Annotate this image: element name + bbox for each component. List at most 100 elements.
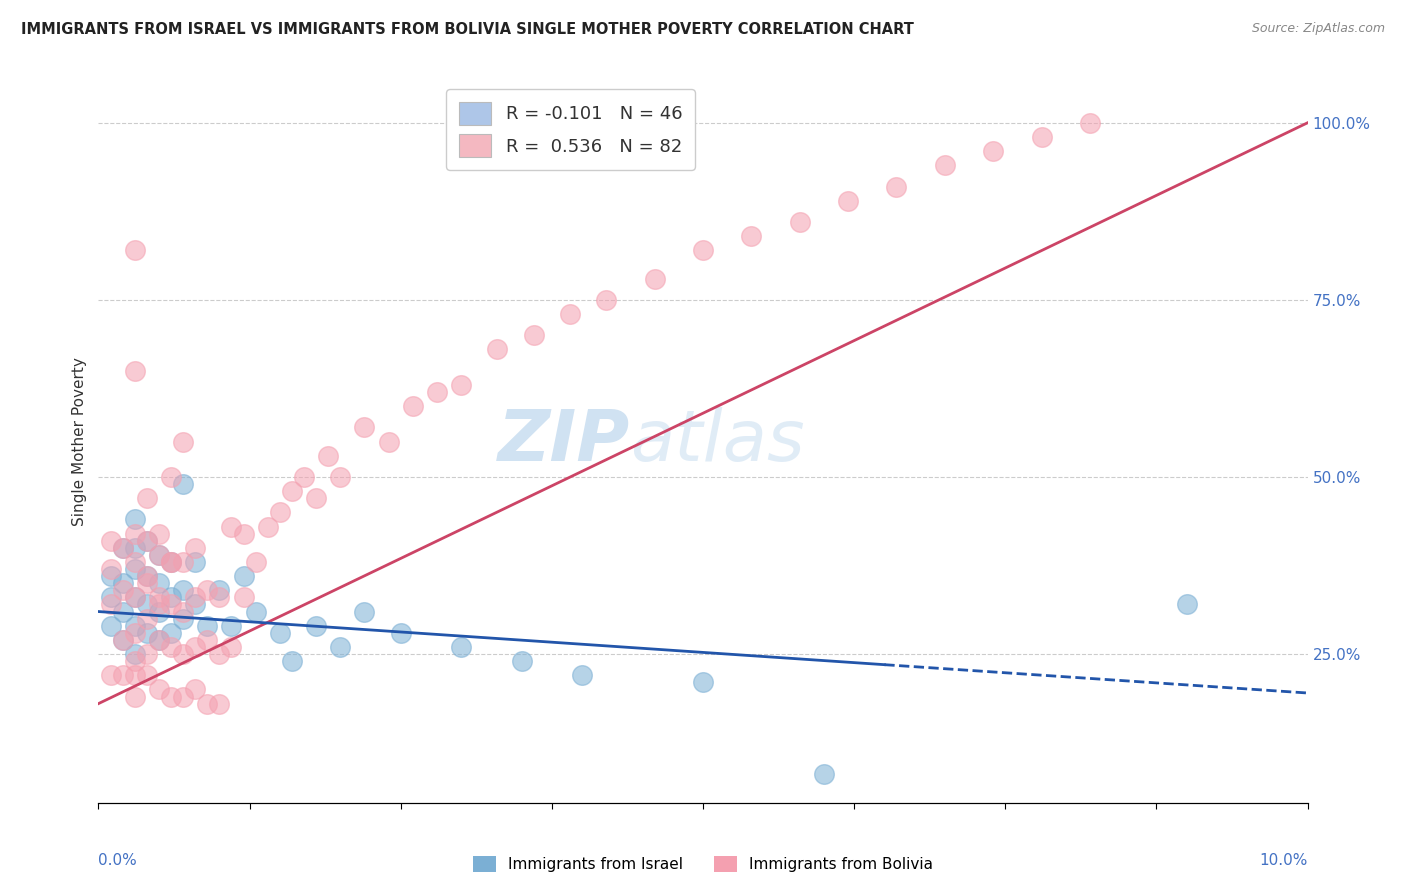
Point (135, 569, 157, 583)
Point (172, 434, 194, 449)
Point (148, 548, 170, 562)
Point (160, 640, 183, 654)
Point (148, 682, 170, 697)
Point (245, 555, 267, 569)
Point (172, 555, 194, 569)
Point (100, 598, 122, 612)
Point (124, 512, 146, 526)
Point (148, 632, 170, 647)
Point (124, 244, 146, 258)
Text: 10.0%: 10.0% (1260, 854, 1308, 869)
Point (221, 519, 243, 533)
Point (221, 618, 243, 632)
Point (269, 505, 291, 519)
Point (124, 364, 146, 378)
Point (184, 555, 207, 569)
Point (135, 668, 157, 682)
Point (305, 618, 328, 632)
Point (523, 328, 546, 343)
Point (305, 491, 328, 506)
Point (172, 605, 194, 619)
Point (135, 598, 157, 612)
Point (100, 569, 122, 583)
Point (172, 647, 194, 661)
Point (232, 526, 254, 541)
Point (124, 654, 146, 668)
Text: ZIP: ZIP (498, 407, 630, 476)
Text: 0.0%: 0.0% (98, 854, 138, 869)
Point (353, 605, 375, 619)
Point (981, 144, 1004, 158)
Point (232, 591, 254, 605)
Point (100, 668, 122, 682)
Point (160, 625, 183, 640)
Point (124, 618, 146, 632)
Point (208, 591, 231, 605)
Point (124, 555, 146, 569)
Point (195, 618, 218, 632)
Point (269, 625, 291, 640)
Text: atlas: atlas (630, 407, 806, 476)
Point (195, 632, 218, 647)
Point (232, 569, 254, 583)
Point (135, 533, 157, 548)
Point (644, 271, 666, 285)
Point (111, 541, 134, 555)
Point (195, 583, 218, 598)
Point (111, 583, 134, 598)
Point (111, 632, 134, 647)
Point (135, 491, 157, 506)
Point (124, 562, 146, 576)
Point (172, 477, 194, 491)
Point (124, 591, 146, 605)
Point (389, 625, 412, 640)
Point (184, 541, 207, 555)
Text: Source: ZipAtlas.com: Source: ZipAtlas.com (1251, 22, 1385, 36)
Point (692, 244, 714, 258)
Point (1031, 130, 1053, 145)
Point (160, 555, 183, 569)
Point (281, 484, 304, 499)
Point (124, 526, 146, 541)
Legend: Immigrants from Israel, Immigrants from Bolivia: Immigrants from Israel, Immigrants from … (465, 848, 941, 880)
Point (510, 654, 533, 668)
Point (100, 533, 122, 548)
Point (148, 526, 170, 541)
Point (135, 569, 157, 583)
Point (172, 690, 194, 704)
Point (292, 470, 315, 484)
Point (100, 562, 122, 576)
Point (184, 682, 207, 697)
Point (124, 591, 146, 605)
Point (148, 576, 170, 591)
Point (208, 583, 231, 598)
Point (148, 605, 170, 619)
Point (172, 612, 194, 626)
Point (837, 194, 859, 208)
Point (124, 541, 146, 555)
Point (486, 343, 509, 357)
Point (135, 533, 157, 548)
Point (148, 548, 170, 562)
Y-axis label: Single Mother Poverty: Single Mother Poverty (72, 357, 87, 526)
Point (100, 591, 122, 605)
Point (124, 690, 146, 704)
Point (135, 647, 157, 661)
Point (595, 293, 617, 307)
Point (148, 591, 170, 605)
Point (329, 470, 352, 484)
Point (111, 668, 134, 682)
Point (148, 632, 170, 647)
Point (160, 555, 183, 569)
Point (100, 618, 122, 632)
Point (124, 668, 146, 682)
Point (160, 591, 183, 605)
Point (256, 519, 278, 533)
Point (148, 598, 170, 612)
Point (195, 697, 218, 711)
Point (571, 668, 593, 682)
Point (111, 605, 134, 619)
Point (353, 420, 375, 434)
Point (208, 647, 231, 661)
Point (111, 632, 134, 647)
